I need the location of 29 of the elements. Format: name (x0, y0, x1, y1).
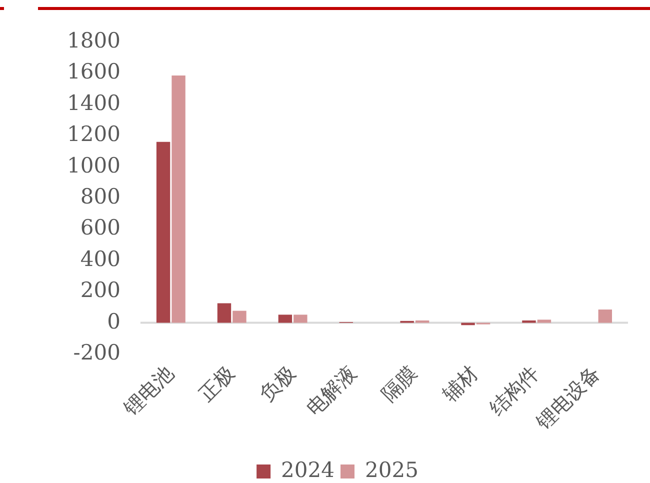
x-tick-label: 锂电池 (118, 360, 178, 421)
x-tick-label: 隔膜 (376, 360, 422, 406)
bar (278, 314, 292, 323)
bar (537, 320, 552, 323)
y-tick-label: 200 (80, 278, 120, 302)
x-tick-label: 电解液 (302, 360, 361, 420)
x-tick-label: 辅材 (438, 360, 483, 406)
y-tick-label: 400 (80, 246, 120, 271)
y-tick-label: -200 (73, 340, 120, 364)
legend-label: 2025 (365, 458, 418, 482)
y-tick-label: 800 (80, 184, 120, 208)
y-tick-label: 0 (107, 309, 120, 334)
bar (598, 310, 612, 323)
bar (172, 76, 186, 323)
legend-label: 2024 (281, 458, 335, 482)
bar (232, 310, 246, 323)
x-tick-label: 负极 (254, 360, 300, 406)
y-tick-label: 600 (80, 216, 120, 240)
bar (415, 320, 430, 323)
y-tick-label: 1400 (66, 90, 120, 115)
bar (294, 314, 308, 323)
y-tick-label: 1200 (66, 122, 120, 146)
x-tick-label: 正极 (194, 360, 240, 406)
bar (156, 142, 170, 323)
bar (217, 303, 232, 323)
y-tick-label: 1600 (66, 60, 120, 84)
y-tick-label: 1800 (66, 28, 120, 52)
y-tick-label: 1000 (66, 153, 120, 178)
bar (522, 320, 536, 323)
